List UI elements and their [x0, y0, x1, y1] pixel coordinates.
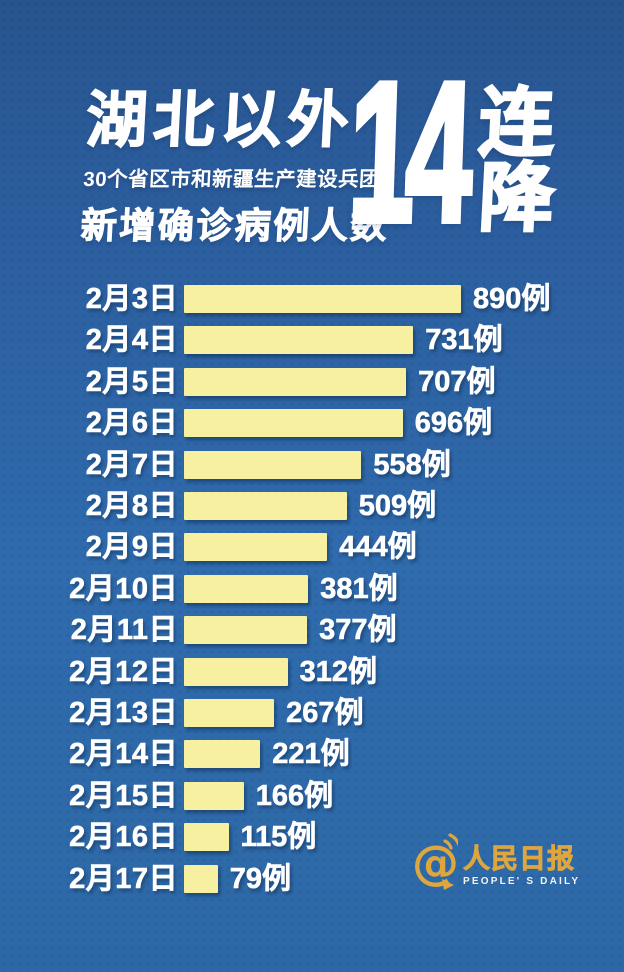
date-label: 2月13日: [69, 697, 178, 729]
chart-row: 2月9日 444例: [0, 531, 624, 564]
value-label: 509例: [358, 490, 437, 522]
bar: [184, 574, 309, 603]
date-label: 2月10日: [69, 572, 178, 605]
bar: [184, 409, 403, 438]
date-label: 2月12日: [69, 655, 178, 688]
logo-name-en: PEOPLE' S DAILY: [463, 876, 581, 887]
value-label: 79例: [229, 862, 291, 895]
date-label: 2月14日: [69, 738, 178, 771]
logo-text: 人民日报 PEOPLE' S DAILY: [463, 845, 580, 887]
date-label: 2月3日: [85, 283, 178, 315]
value-label: 377例: [319, 614, 397, 647]
date-label: 2月17日: [69, 862, 178, 895]
bar: [184, 492, 347, 520]
chart-row: 2月8日 509例: [0, 490, 624, 522]
chart-row: 2月6日 696例: [0, 407, 624, 440]
chart-row: 2月4日 731例: [0, 324, 624, 357]
bar: [184, 740, 261, 769]
bar: [184, 699, 275, 727]
date-label: 2月7日: [85, 448, 178, 481]
bar: [184, 450, 362, 479]
at-megaphone-icon: @: [412, 833, 458, 891]
chart-row: 2月12日 312例: [0, 655, 624, 688]
date-label: 2月9日: [85, 531, 178, 564]
value-label: 115例: [240, 821, 317, 854]
bar: [184, 616, 308, 645]
value-label: 381例: [320, 572, 398, 605]
bar: [184, 533, 328, 562]
value-label: 444例: [339, 531, 417, 564]
chart-row: 2月16日 115例: [0, 821, 624, 854]
chart-row: 2月14日 221例: [0, 738, 624, 771]
date-label: 2月15日: [69, 779, 178, 812]
chart-row: 2月13日 267例: [0, 697, 624, 729]
date-label: 2月5日: [85, 365, 178, 398]
bar: [184, 781, 244, 810]
date-label: 2月8日: [85, 490, 178, 522]
chart-row: 2月17日 79例: [0, 862, 624, 895]
value-label: 267例: [286, 697, 364, 729]
bar: [184, 657, 288, 686]
date-label: 2月11日: [70, 614, 178, 647]
value-label: 696例: [414, 407, 493, 440]
logo-name-cn: 人民日报: [463, 844, 575, 874]
peoples-daily-logo: @ 人民日报 PEOPLE' S DAILY: [412, 833, 580, 893]
date-label: 2月16日: [69, 821, 178, 854]
bar: [184, 285, 461, 313]
chart-row: 2月11日 377例: [0, 614, 624, 647]
bar: [184, 367, 407, 396]
chart-row: 2月7日 558例: [0, 448, 624, 481]
chart-row: 2月10日 381例: [0, 572, 624, 605]
bar: [184, 864, 218, 893]
value-label: 890例: [473, 283, 551, 315]
chart-row: 2月3日 890例: [0, 283, 624, 315]
chart-row: 2月15日 166例: [0, 779, 624, 812]
value-label: 166例: [255, 779, 334, 812]
value-label: 312例: [299, 655, 377, 688]
date-label: 2月4日: [85, 324, 178, 357]
date-label: 2月6日: [85, 407, 178, 440]
bar: [184, 823, 229, 852]
chart-row: 2月5日 707例: [0, 365, 624, 398]
bar: [184, 326, 414, 355]
value-label: 221例: [272, 738, 350, 771]
value-label: 731例: [425, 324, 503, 357]
value-label: 558例: [373, 448, 451, 481]
value-label: 707例: [418, 365, 496, 398]
